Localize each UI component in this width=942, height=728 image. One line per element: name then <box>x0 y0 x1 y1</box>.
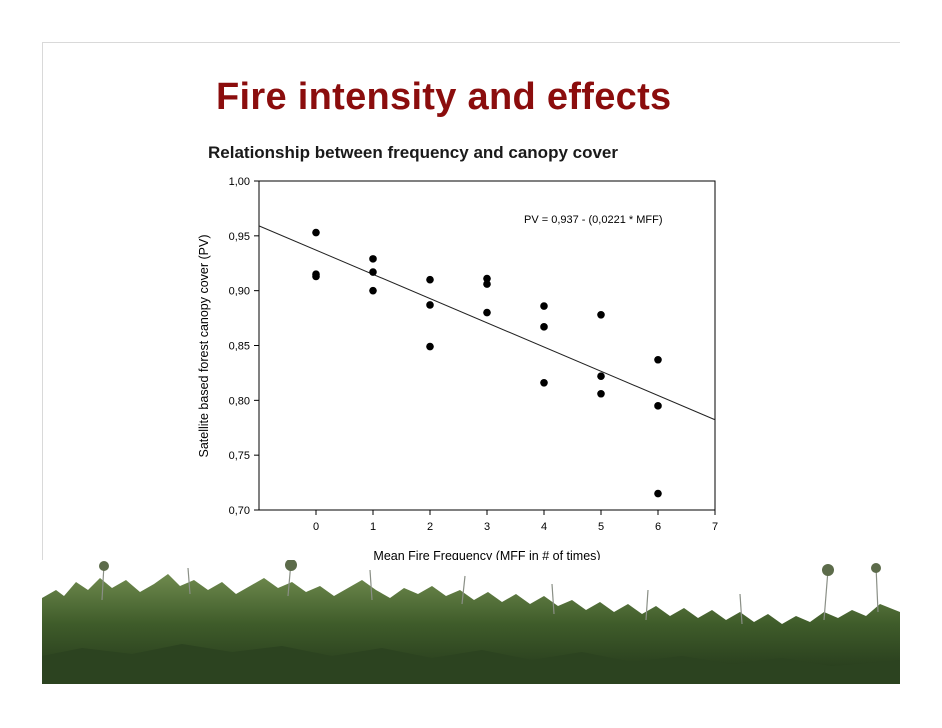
data-point <box>483 280 491 288</box>
data-point <box>597 310 605 319</box>
y-tick-label: 0,85 <box>229 341 250 353</box>
data-point <box>483 308 491 317</box>
x-tick-label: 7 <box>712 521 718 533</box>
slide-title: Fire intensity and effects <box>216 76 672 118</box>
y-axis-label: Satellite based forest canopy cover (PV) <box>197 234 211 457</box>
data-point <box>312 228 320 237</box>
y-tick-label: 0,80 <box>229 395 250 407</box>
x-tick-label: 3 <box>484 521 490 533</box>
data-point <box>654 355 662 364</box>
plot-area <box>258 180 716 511</box>
data-point <box>369 268 377 276</box>
data-point <box>426 342 434 351</box>
foreground-foliage <box>42 644 900 684</box>
dead-tree-crowns <box>99 560 881 576</box>
slide-subtitle: Relationship between frequency and canop… <box>208 143 618 162</box>
y-tick-labels: 0,70 0,75 0,80 0,85 0,90 0,95 1,00 <box>229 176 250 517</box>
x-tick-label: 0 <box>313 521 319 533</box>
data-point <box>654 489 662 498</box>
data-point <box>540 302 548 310</box>
data-point <box>654 402 662 410</box>
y-tick-label: 0,75 <box>229 450 250 462</box>
y-tick-label: 0,95 <box>229 231 250 243</box>
data-point <box>540 323 548 331</box>
x-tick-label: 4 <box>541 521 547 533</box>
axis-ticks <box>254 180 716 515</box>
scatter-chart: 0,70 0,75 0,80 0,85 0,90 0,95 1,00 0 1 2 3 4 5 6 7 PV… <box>197 176 718 563</box>
regression-equation: PV = 0,937 - (0,0221 * MFF) <box>524 214 662 226</box>
frame-top-divider <box>42 42 900 43</box>
y-tick-label: 1,00 <box>229 176 250 188</box>
x-tick-label: 5 <box>598 521 604 533</box>
data-point <box>426 301 434 309</box>
data-point <box>426 275 434 284</box>
data-points <box>312 228 662 498</box>
data-point <box>369 286 377 295</box>
forest-photo <box>42 560 900 684</box>
x-axis-label: Mean Fire Frequency (MFF in # of times) <box>373 549 600 563</box>
data-point <box>597 372 605 381</box>
data-point <box>540 378 548 387</box>
regression-line <box>258 225 716 421</box>
frame-left-divider <box>42 42 43 682</box>
data-point <box>312 272 320 281</box>
data-point <box>597 389 605 398</box>
x-tick-labels: 0 1 2 3 4 5 6 7 <box>313 521 718 533</box>
y-tick-label: 0,90 <box>229 286 250 298</box>
data-point <box>483 274 491 283</box>
x-tick-label: 2 <box>427 521 433 533</box>
data-point <box>369 255 377 263</box>
x-tick-label: 1 <box>370 521 376 533</box>
x-tick-label: 6 <box>655 521 661 533</box>
y-tick-label: 0,70 <box>229 505 250 517</box>
